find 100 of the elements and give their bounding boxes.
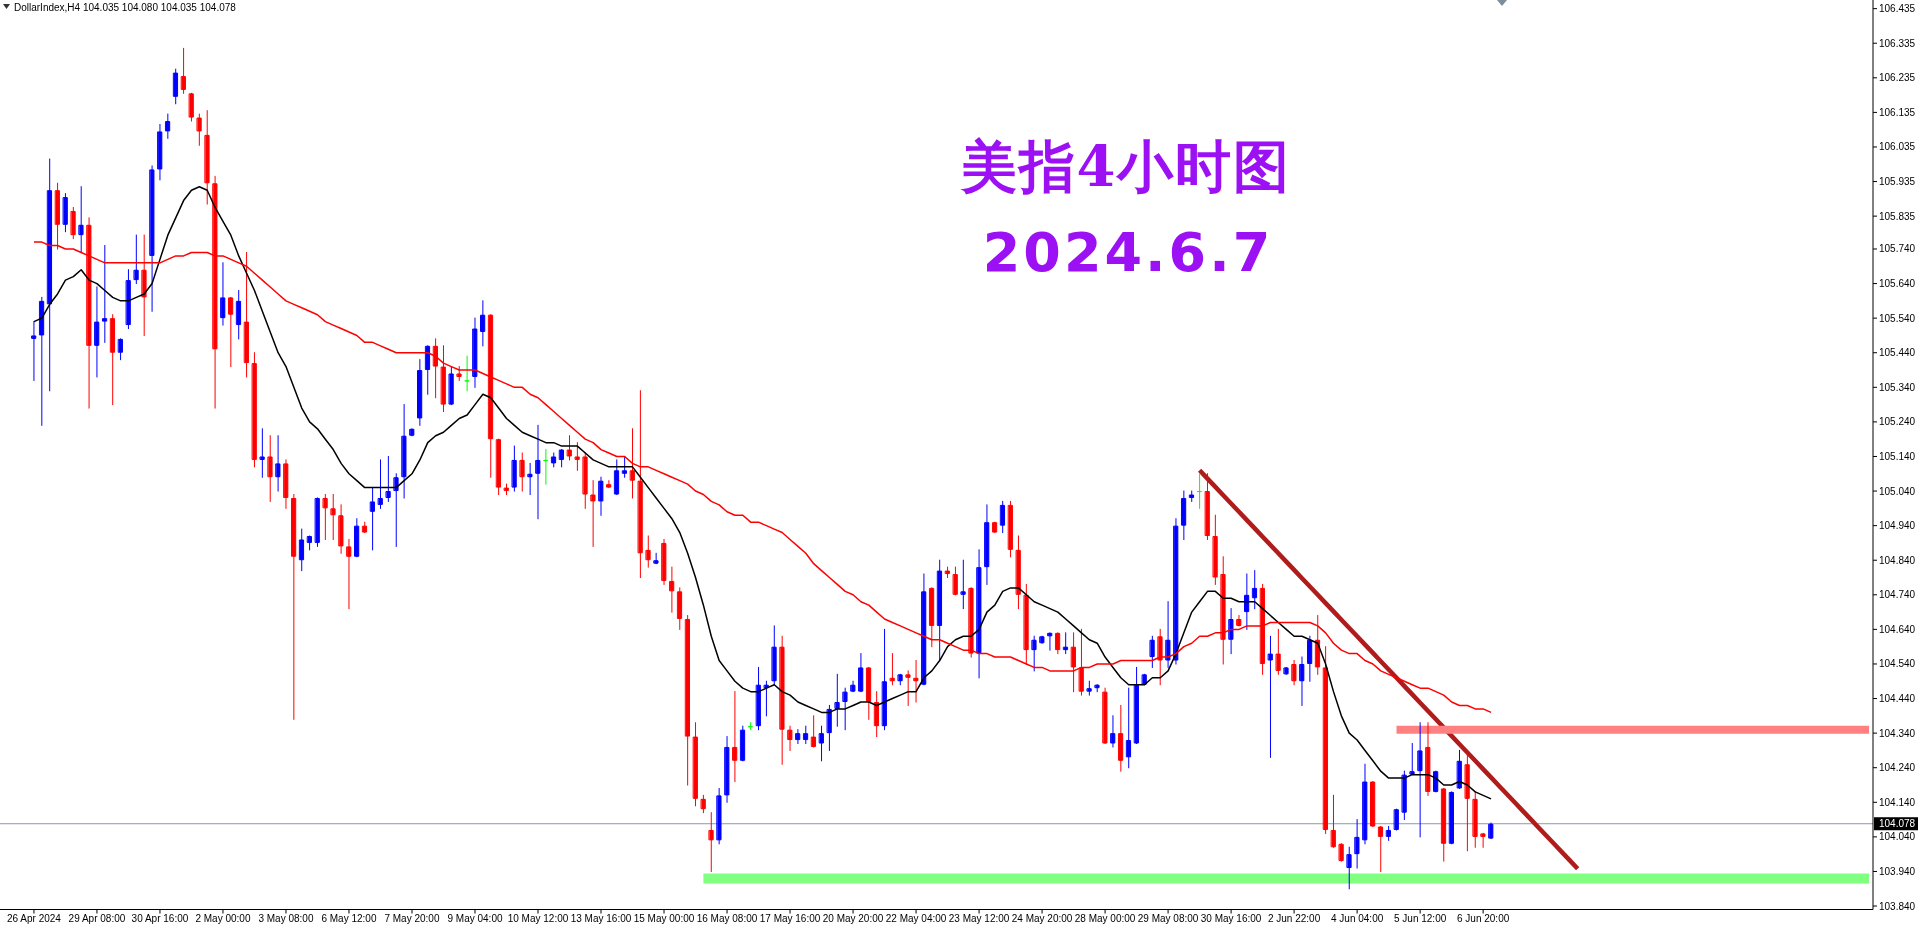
y-tick-label: 105.140 (1879, 450, 1916, 462)
x-tick-label: 30 Apr 16:00 (131, 912, 189, 924)
y-tick-label: 104.540 (1879, 658, 1916, 670)
candlestick (850, 680, 856, 693)
candlestick (1212, 514, 1218, 585)
candlestick (133, 234, 139, 285)
x-tick-label: 6 May 12:00 (321, 912, 377, 924)
candlestick (31, 321, 37, 381)
x-tick-label: 30 May 16:00 (1200, 912, 1262, 924)
text: 2024.6.7 (982, 220, 1274, 284)
candlestick (1299, 656, 1305, 706)
y-tick-label: 105.340 (1879, 381, 1916, 393)
candlestick (149, 165, 155, 312)
y-tick-label: 104.740 (1879, 589, 1916, 601)
candlestick (1142, 673, 1147, 686)
candlestick (1220, 556, 1226, 665)
candlestick (756, 666, 761, 731)
candlestick (527, 462, 533, 496)
candlestick (299, 528, 305, 572)
x-tick-label: 29 Apr 08:00 (68, 912, 126, 924)
candlestick (1472, 791, 1478, 848)
candlestick (1094, 684, 1100, 693)
candlestick (1362, 763, 1368, 845)
candlestick (244, 251, 249, 378)
candlestick (1346, 846, 1352, 890)
candlestick (1307, 635, 1313, 682)
candlestick (1386, 826, 1391, 841)
candlestick (386, 455, 391, 502)
candlestick (685, 615, 691, 786)
candlestick (921, 573, 927, 686)
candlestick (165, 113, 171, 139)
candlestick (1047, 632, 1053, 651)
candlestick (519, 452, 525, 492)
candlestick (1480, 832, 1486, 848)
candlestick (47, 158, 53, 392)
ref-line-label: 104.078 (1879, 818, 1916, 830)
candlestick (740, 725, 746, 762)
candlestick (622, 455, 628, 478)
candlestick (1252, 570, 1258, 610)
candlestick (449, 366, 454, 406)
candlestick (1378, 826, 1384, 872)
x-tick-label: 4 Jun 04:00 (1330, 912, 1384, 924)
candlestick (1023, 583, 1029, 665)
candlestick (236, 289, 242, 340)
candlestick (1157, 628, 1163, 686)
candlestick (63, 193, 68, 233)
candlestick (771, 625, 777, 686)
candlestick (535, 424, 541, 520)
y-tick-label: 104.940 (1879, 520, 1916, 532)
candlestick (897, 673, 903, 686)
candlestick (1063, 632, 1069, 655)
y-tick-label: 104.140 (1879, 796, 1916, 808)
annotation: DollarIndex,H4 104.035 104.080 104.035 104.078 (14, 2, 237, 13)
candlestick (701, 794, 706, 814)
candlestick (693, 722, 698, 807)
y-tick-label: 104.440 (1879, 693, 1916, 705)
x-tick-label: 10 May 12:00 (507, 912, 569, 924)
candlestick (661, 538, 667, 585)
candlestick (1236, 615, 1242, 627)
candlestick (960, 559, 966, 610)
y-tick-label: 106.235 (1879, 72, 1916, 84)
candlestick (1394, 808, 1399, 831)
candlestick (590, 480, 596, 547)
candlestick (307, 535, 312, 551)
x-tick-label: 2 May 00:00 (195, 912, 251, 924)
candlestick (559, 449, 564, 468)
candlestick (173, 68, 179, 105)
candlestick (606, 480, 612, 489)
candlestick (189, 92, 194, 122)
candlestick (976, 549, 982, 679)
x-tick-label: 5 Jun 12:00 (1393, 912, 1447, 924)
candlestick (1102, 687, 1108, 745)
candlestick (858, 653, 864, 693)
candlestick (630, 428, 635, 499)
candlestick (496, 438, 501, 496)
x-tick-label: 20 May 20:00 (822, 912, 884, 924)
candlestick (1039, 635, 1045, 644)
candlestick (315, 497, 320, 547)
candlestick (1134, 666, 1139, 745)
x-tick-label: 3 May 08:00 (258, 912, 314, 924)
y-tick-label: 103.940 (1879, 865, 1916, 877)
y-tick-label: 104.640 (1879, 623, 1916, 635)
candlestick (653, 552, 659, 565)
candlestick (827, 704, 832, 751)
candlestick (732, 691, 738, 783)
candlestick (1268, 635, 1273, 758)
candlestick (1291, 660, 1297, 686)
candlestick (291, 494, 297, 720)
candlestick (1197, 473, 1202, 509)
y-tick-label: 104.840 (1879, 554, 1916, 566)
candlestick (409, 428, 415, 437)
line-series (1197, 468, 1580, 871)
candlestick (1425, 722, 1431, 796)
candlestick (669, 566, 675, 613)
candlestick (433, 338, 438, 399)
candlestick (1181, 490, 1187, 540)
candlestick (1457, 749, 1462, 789)
candlestick (181, 47, 186, 94)
candlestick (874, 691, 880, 738)
candlestick (614, 459, 620, 496)
